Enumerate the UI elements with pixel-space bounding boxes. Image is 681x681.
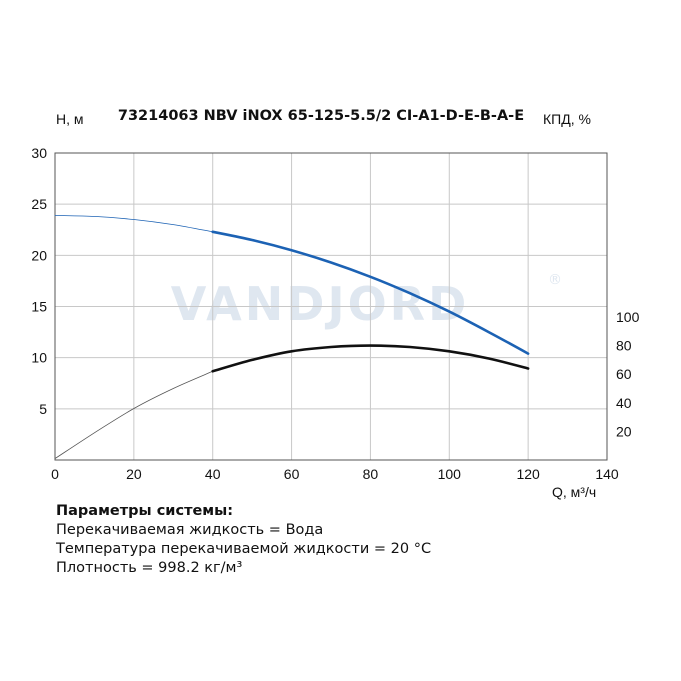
chart-title: 73214063 NBV iNOX 65-125-5.5/2 CI-A1-D-E… bbox=[118, 108, 524, 124]
x-tick-label: 60 bbox=[284, 466, 300, 482]
watermark-text: VANDJORD bbox=[171, 277, 470, 331]
y-left-tick-label: 5 bbox=[39, 401, 47, 417]
x-tick-label: 80 bbox=[363, 466, 379, 482]
series-efficiency bbox=[211, 344, 530, 373]
y-right-tick-label: 20 bbox=[616, 423, 632, 439]
x-tick-label: 120 bbox=[516, 466, 540, 482]
y-right-tick-label: 40 bbox=[616, 395, 632, 411]
param-liquid: Перекачиваемая жидкость = Вода bbox=[56, 522, 324, 538]
x-tick-label: 140 bbox=[595, 466, 619, 482]
system-parameters: Параметры системы: Перекачиваемая жидкос… bbox=[56, 502, 431, 578]
y-axis-left-label: H, м bbox=[56, 111, 84, 127]
x-tick-label: 20 bbox=[126, 466, 142, 482]
right-axis-ticks: 20 40 60 80 100 bbox=[616, 309, 640, 439]
y-axis-right-label: КПД, % bbox=[543, 111, 591, 127]
y-right-tick-label: 80 bbox=[616, 338, 632, 354]
series-head-extrapolated bbox=[54, 215, 214, 233]
series-efficiency-extrapolated bbox=[54, 370, 214, 459]
series-layer bbox=[54, 215, 530, 459]
param-density: Плотность = 998.2 кг/м³ bbox=[56, 560, 243, 576]
param-temperature: Температура перекачиваемой жидкости = 20… bbox=[56, 541, 432, 557]
grid bbox=[55, 153, 607, 460]
y-left-tick-label: 10 bbox=[31, 350, 47, 366]
y-left-tick-label: 25 bbox=[31, 196, 47, 212]
system-parameters-title: Параметры системы: bbox=[56, 503, 234, 519]
y-left-tick-label: 15 bbox=[31, 299, 47, 315]
x-tick-label: 100 bbox=[438, 466, 462, 482]
watermark: VANDJORD ® bbox=[171, 272, 562, 331]
y-left-tick-label: 30 bbox=[31, 145, 47, 161]
series-head bbox=[211, 230, 530, 355]
x-tick-label: 40 bbox=[205, 466, 221, 482]
watermark-registered-mark: ® bbox=[548, 272, 562, 288]
y-left-tick-label: 20 bbox=[31, 247, 47, 263]
y-right-tick-label: 100 bbox=[616, 309, 640, 325]
plot-frame bbox=[54, 152, 608, 461]
x-axis-ticks: 0 20 40 60 80 100 120 140 bbox=[51, 466, 619, 482]
x-axis-label: Q, м³/ч bbox=[552, 484, 596, 500]
y-right-tick-label: 60 bbox=[616, 366, 632, 382]
left-axis-ticks: 5 10 15 20 25 30 bbox=[31, 145, 47, 417]
x-tick-label: 0 bbox=[51, 466, 59, 482]
